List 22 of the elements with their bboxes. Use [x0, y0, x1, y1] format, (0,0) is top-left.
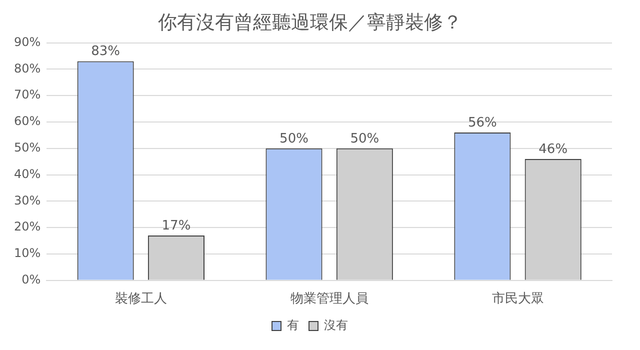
y-tick-label: 40% [14, 166, 41, 181]
text: 50% [350, 131, 380, 146]
y-tick-label: 80% [14, 61, 41, 76]
text: 56% [468, 115, 497, 130]
text: 46% [538, 142, 568, 157]
text: 83% [91, 44, 120, 60]
y-tick-label: 20% [14, 220, 41, 234]
chart-title: 你有沒有曾經聽過環保／寧靜裝修？ [157, 11, 462, 34]
y-tick-label: 60% [14, 114, 41, 128]
text: 50% [280, 131, 308, 146]
legend-label: 有 [287, 318, 299, 332]
legend-label: 沒有 [324, 318, 348, 332]
y-tick-label: 0% [22, 272, 41, 287]
y-tick-label: 30% [14, 193, 41, 208]
x-tick-label: 市民大眾 [492, 292, 544, 307]
x-tick-label: 裝修工人 [114, 292, 167, 307]
y-tick-label: 10% [14, 246, 41, 260]
y-tick-label: 50% [14, 140, 41, 155]
y-tick-label: 70% [14, 88, 41, 102]
x-tick-label: 物業管理人員 [290, 292, 368, 307]
y-tick-label: 90% [14, 34, 41, 49]
text: 17% [162, 218, 191, 234]
